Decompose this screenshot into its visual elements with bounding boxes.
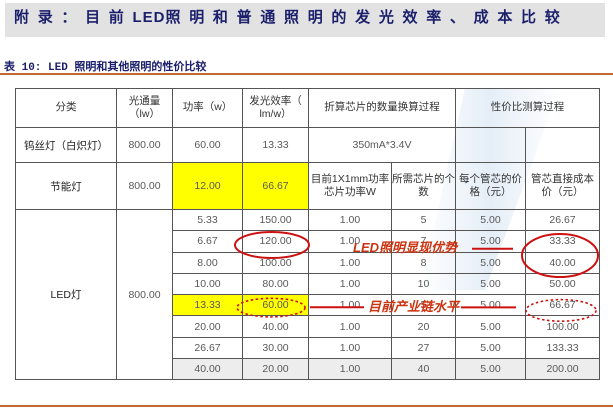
svg-text:目前产业链水平: 目前产业链水平 — [368, 299, 461, 314]
svg-text:LED照明显现优势: LED照明显现优势 — [353, 240, 459, 255]
